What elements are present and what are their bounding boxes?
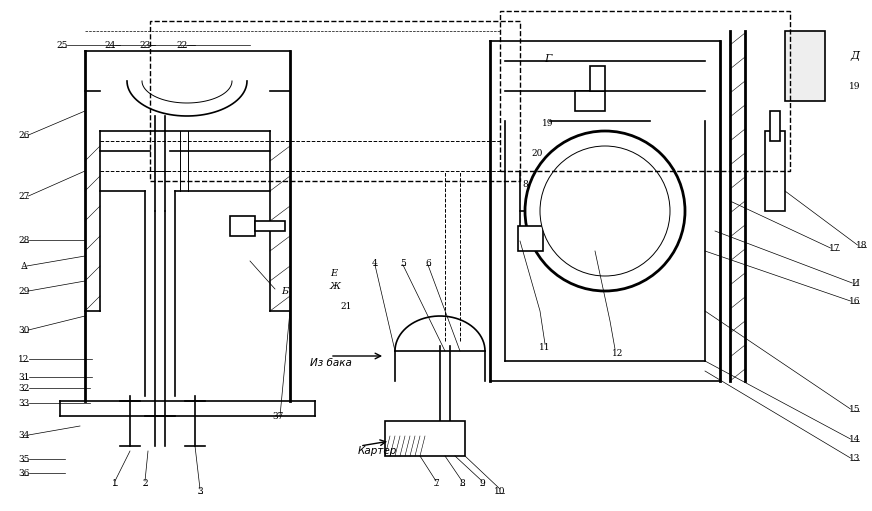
Bar: [230, 216, 255, 236]
Text: 33: 33: [18, 399, 30, 407]
Text: 12: 12: [612, 349, 623, 358]
Bar: [770, 111, 780, 141]
Text: 13: 13: [849, 453, 861, 462]
Text: 30: 30: [18, 326, 30, 335]
Text: 8: 8: [460, 478, 465, 487]
Text: 18: 18: [856, 241, 868, 249]
Bar: [575, 91, 605, 111]
Circle shape: [525, 131, 685, 291]
Circle shape: [540, 146, 670, 276]
Text: 19: 19: [849, 81, 861, 90]
Text: 34: 34: [18, 430, 30, 439]
Text: 21: 21: [340, 301, 351, 311]
Bar: [590, 66, 605, 91]
Text: 37: 37: [272, 411, 283, 421]
Text: 10: 10: [494, 486, 506, 496]
Text: 17: 17: [829, 244, 841, 252]
Text: Из бака: Из бака: [310, 358, 352, 368]
Text: 8: 8: [522, 179, 528, 189]
Bar: [518, 226, 543, 251]
Text: Е: Е: [330, 268, 337, 277]
Text: 28: 28: [18, 236, 30, 244]
Text: 12: 12: [18, 355, 30, 363]
Text: А: А: [21, 262, 27, 270]
Text: 19: 19: [542, 119, 554, 128]
Text: Г: Г: [544, 54, 552, 64]
Text: 2: 2: [142, 478, 148, 487]
Bar: [500, 11, 790, 171]
Text: 15: 15: [849, 405, 861, 413]
Text: 1: 1: [112, 478, 118, 487]
Text: 25: 25: [57, 40, 68, 50]
Text: 14: 14: [849, 434, 861, 444]
Bar: [385, 421, 465, 456]
Text: 36: 36: [18, 469, 30, 477]
Text: 29: 29: [18, 287, 30, 295]
Text: Б: Б: [282, 287, 289, 295]
Text: Ж: Ж: [330, 282, 341, 290]
Bar: [765, 131, 785, 211]
Text: 27: 27: [18, 192, 30, 200]
Text: 16: 16: [849, 296, 861, 306]
Text: 23: 23: [140, 40, 151, 50]
Text: 6: 6: [426, 259, 431, 267]
Text: 11: 11: [539, 342, 551, 352]
Text: 7: 7: [433, 478, 439, 487]
Text: 35: 35: [18, 454, 30, 463]
Text: 4: 4: [372, 259, 378, 267]
Text: 9: 9: [479, 478, 485, 487]
FancyBboxPatch shape: [785, 31, 825, 101]
Text: 24: 24: [105, 40, 116, 50]
Text: 32: 32: [18, 383, 30, 392]
Text: 31: 31: [18, 373, 30, 382]
Text: 5: 5: [400, 259, 406, 267]
Text: 20: 20: [531, 149, 542, 157]
Text: Картер: Картер: [358, 446, 398, 456]
Text: Д: Д: [850, 51, 860, 61]
Bar: [150, 21, 520, 181]
Text: 26: 26: [18, 130, 30, 140]
Text: 22: 22: [176, 40, 187, 50]
Text: И: И: [851, 278, 859, 288]
Text: 3: 3: [197, 486, 203, 496]
Bar: [255, 221, 285, 231]
